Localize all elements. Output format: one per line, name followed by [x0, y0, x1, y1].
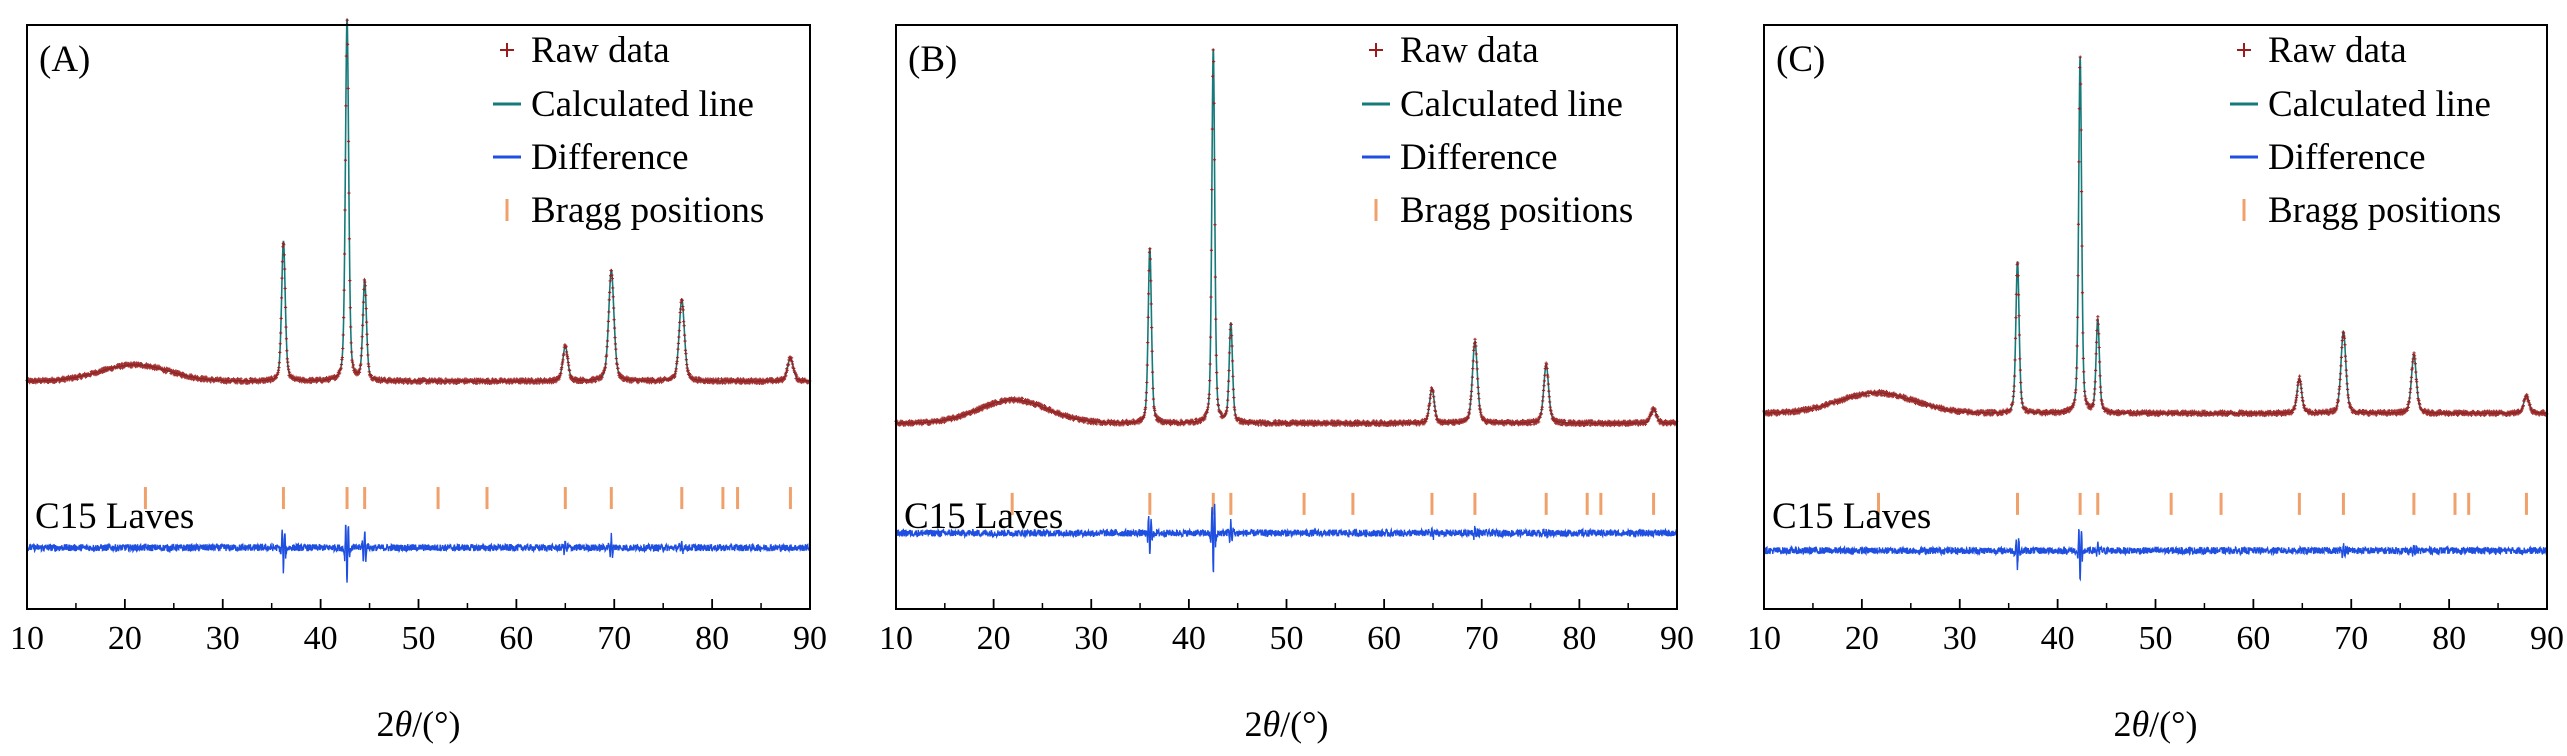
difference-line: [895, 503, 1678, 573]
x-tick-label: 90: [793, 620, 827, 657]
x-tick-label: 90: [2530, 620, 2564, 657]
x-tick-label: 10: [1747, 620, 1781, 657]
x-tick-label: 40: [1172, 620, 1206, 657]
legend-label-bragg: Bragg positions: [531, 190, 764, 231]
x-axis-label: 2θ/(°): [1244, 704, 1328, 744]
legend-label-bragg: Bragg positions: [1400, 190, 1633, 231]
x-axis-label-prefix: 2: [1244, 704, 1262, 744]
x-axis-label: 2θ/(°): [376, 704, 460, 744]
legend-label-raw: Raw data: [2268, 30, 2407, 71]
raw-data-marker-icon: [500, 43, 514, 57]
difference-line: [26, 524, 811, 583]
x-tick-label: 80: [695, 620, 729, 657]
x-tick-label: 60: [1367, 620, 1401, 657]
x-axis-label-theta: θ: [1262, 704, 1280, 744]
raw-data-marker-icon: [2237, 43, 2251, 57]
x-tick-label: 60: [2236, 620, 2270, 657]
x-tick-label: 80: [2432, 620, 2466, 657]
x-tick-label: 20: [977, 620, 1011, 657]
x-tick-label: 30: [1943, 620, 1977, 657]
legend-label-difference: Difference: [531, 137, 689, 178]
legend-label-calculated: Calculated line: [2268, 84, 2491, 125]
x-axis-label-prefix: 2: [376, 704, 394, 744]
x-tick-label: 40: [304, 620, 338, 657]
x-tick-label: 20: [108, 620, 142, 657]
x-axis-label-suffix: /(°): [2149, 704, 2197, 744]
legend-label-raw: Raw data: [1400, 30, 1539, 71]
difference-line: [1763, 528, 2548, 582]
panel-label: (C): [1776, 39, 1825, 80]
x-tick-label: 50: [2139, 620, 2173, 657]
x-tick-label: 80: [1562, 620, 1596, 657]
legend-label-bragg: Bragg positions: [2268, 190, 2501, 231]
x-axis-label-prefix: 2: [2113, 704, 2131, 744]
legend: Raw data Calculated line Difference Bragg p…: [493, 30, 764, 231]
x-tick-label: 10: [879, 620, 913, 657]
x-axis-label-theta: θ: [394, 704, 412, 744]
chart-panel-b: 10 20 30 40 50 60 70 80 90 2θ/(°) (B) C15 Laves Raw …: [879, 24, 1694, 744]
x-tick-label: 30: [206, 620, 240, 657]
phase-label: C15 Laves: [35, 496, 194, 537]
x-tick-label: 60: [499, 620, 533, 657]
legend: Raw data Calculated line Difference Bragg p…: [1362, 30, 1633, 231]
x-tick-label: 20: [1845, 620, 1879, 657]
x-tick-label: 70: [1465, 620, 1499, 657]
x-axis-label-theta: θ: [2131, 704, 2149, 744]
x-tick-label: 30: [1074, 620, 1108, 657]
chart-panel-c: 10 20 30 40 50 60 70 80 90 2θ/(°) (C) C15 Laves Raw …: [1747, 24, 2564, 744]
legend-label-calculated: Calculated line: [1400, 84, 1623, 125]
x-tick-label: 50: [402, 620, 436, 657]
x-tick-label: 70: [2334, 620, 2368, 657]
x-tick-label: 40: [2041, 620, 2075, 657]
x-axis-label: 2θ/(°): [2113, 704, 2197, 744]
x-axis-label-suffix: /(°): [1280, 704, 1328, 744]
legend: Raw data Calculated line Difference Bragg p…: [2230, 30, 2501, 231]
phase-label: C15 Laves: [904, 496, 1063, 537]
legend-label-raw: Raw data: [531, 30, 670, 71]
legend-label-difference: Difference: [2268, 137, 2426, 178]
legend-label-difference: Difference: [1400, 137, 1558, 178]
raw-data-marker-icon: [1369, 43, 1383, 57]
x-tick-label: 90: [1660, 620, 1694, 657]
phase-label: C15 Laves: [1772, 496, 1931, 537]
x-tick-label: 50: [1270, 620, 1304, 657]
x-tick-label: 70: [597, 620, 631, 657]
chart-panel-a: 10 20 30 40 50 60 70 80 90 2θ/(°) (A) C15 Laves Raw …: [10, 18, 827, 744]
x-axis-label-suffix: /(°): [412, 704, 460, 744]
x-tick-label: 10: [10, 620, 44, 657]
legend-label-calculated: Calculated line: [531, 84, 754, 125]
panel-label: (B): [908, 39, 957, 80]
panel-label: (A): [39, 39, 90, 80]
